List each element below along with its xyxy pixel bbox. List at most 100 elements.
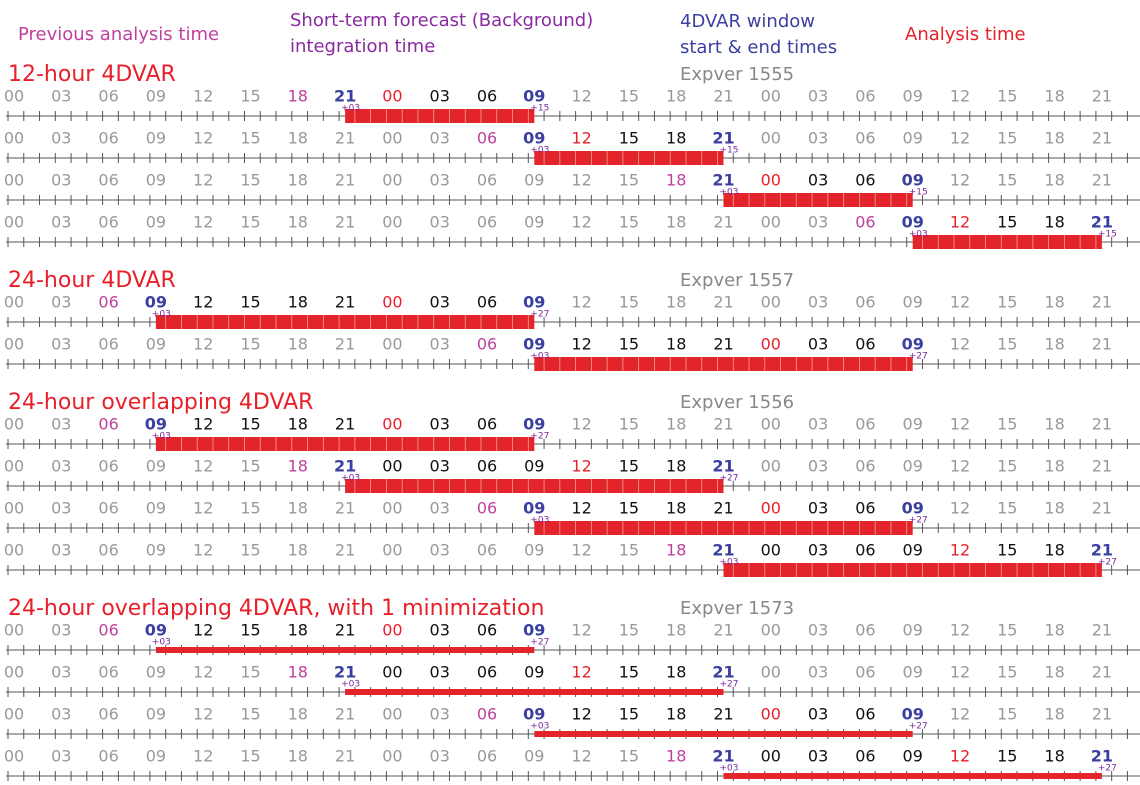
hour-label: 12 <box>571 457 591 476</box>
hour-label: 06 <box>98 171 118 190</box>
hour-label: 21 <box>1092 705 1112 724</box>
hour-label: 21 <box>1092 335 1112 354</box>
hour-label: 09 <box>903 87 923 106</box>
hour-label: 09 <box>523 335 545 354</box>
hour-label: 12 <box>193 213 213 232</box>
start-offset: +03 <box>530 516 549 526</box>
hour-label: 18 <box>666 415 686 434</box>
hour-label: 03 <box>430 87 450 106</box>
hour-label: 18 <box>666 663 686 682</box>
hour-label: 06 <box>98 621 118 640</box>
hour-label: 15 <box>997 621 1017 640</box>
hour-label: 06 <box>98 129 118 148</box>
hour-label: 00 <box>4 293 24 312</box>
hour-label: 03 <box>808 335 828 354</box>
hour-label: 00 <box>382 335 402 354</box>
hour-label: 09 <box>903 457 923 476</box>
hour-label: 00 <box>382 415 402 434</box>
hour-label: 12 <box>950 171 970 190</box>
end-offset: +27 <box>1098 558 1117 568</box>
hour-label: 09 <box>903 541 923 560</box>
hour-label: 15 <box>240 213 260 232</box>
hour-label: 21 <box>335 621 355 640</box>
hour-label: 12 <box>571 129 591 148</box>
hour-label: 15 <box>619 499 639 518</box>
hour-label: 21 <box>1091 213 1113 232</box>
window-bar <box>534 151 724 165</box>
hour-label: 12 <box>193 541 213 560</box>
hour-label: 09 <box>146 541 166 560</box>
hour-label: 18 <box>1044 705 1064 724</box>
hour-label: 03 <box>51 621 71 640</box>
hour-label: 15 <box>997 415 1017 434</box>
hour-label: 18 <box>666 747 686 766</box>
hour-label: 18 <box>666 705 686 724</box>
hour-label: 21 <box>335 705 355 724</box>
hour-label: 03 <box>808 541 828 560</box>
hour-label: 03 <box>430 213 450 232</box>
hour-label: 12 <box>950 457 970 476</box>
expver: Expver 1573 <box>680 598 794 619</box>
hour-label: 06 <box>98 335 118 354</box>
hour-label: 00 <box>4 621 24 640</box>
hour-label: 12 <box>571 213 591 232</box>
hour-label: 12 <box>193 747 213 766</box>
hour-label: 18 <box>1044 499 1064 518</box>
hour-label: 18 <box>1044 171 1064 190</box>
hour-label: 09 <box>145 621 167 640</box>
hour-label: 12 <box>193 87 213 106</box>
hour-label: 18 <box>288 293 308 312</box>
start-offset: +03 <box>720 764 739 774</box>
hour-label: 15 <box>997 541 1017 560</box>
hour-label: 06 <box>98 663 118 682</box>
hour-label: 03 <box>51 541 71 560</box>
hour-label: 00 <box>4 663 24 682</box>
hour-label: 12 <box>950 747 970 766</box>
hour-label: 00 <box>761 621 781 640</box>
hour-label: 03 <box>430 621 450 640</box>
hour-label: 00 <box>761 663 781 682</box>
hour-label: 15 <box>619 621 639 640</box>
hour-label: 15 <box>240 747 260 766</box>
hour-label: 15 <box>240 499 260 518</box>
hour-label: 00 <box>4 747 24 766</box>
hour-label: 00 <box>761 541 781 560</box>
hour-label: 06 <box>477 499 497 518</box>
hour-label: 06 <box>855 171 875 190</box>
hour-label: 09 <box>523 499 545 518</box>
hour-label: 00 <box>761 747 781 766</box>
hour-label: 03 <box>808 705 828 724</box>
hour-label: 18 <box>1044 457 1064 476</box>
hour-label: 03 <box>430 541 450 560</box>
hour-label: 03 <box>51 129 71 148</box>
hour-label: 09 <box>524 457 544 476</box>
hour-label: 12 <box>571 335 591 354</box>
hour-label: 18 <box>666 541 686 560</box>
hour-label: 03 <box>430 293 450 312</box>
hour-label: 03 <box>430 335 450 354</box>
hour-label: 21 <box>712 171 734 190</box>
hour-label: 00 <box>761 335 781 354</box>
hour-label: 21 <box>1091 747 1113 766</box>
hour-label: 12 <box>571 293 591 312</box>
hour-label: 00 <box>761 415 781 434</box>
hour-label: 15 <box>997 457 1017 476</box>
hour-label: 03 <box>51 87 71 106</box>
hour-label: 12 <box>571 87 591 106</box>
hour-label: 06 <box>855 293 875 312</box>
hour-label: 18 <box>1044 293 1064 312</box>
hour-label: 21 <box>335 335 355 354</box>
window-bar <box>155 437 535 451</box>
hour-label: 18 <box>666 87 686 106</box>
hour-label: 03 <box>430 705 450 724</box>
hour-label: 06 <box>98 457 118 476</box>
expver: Expver 1556 <box>680 392 794 413</box>
start-offset: +03 <box>720 558 739 568</box>
hour-label: 18 <box>666 171 686 190</box>
hour-label: 03 <box>808 663 828 682</box>
hour-label: 15 <box>240 705 260 724</box>
hour-label: 15 <box>619 87 639 106</box>
hour-label: 09 <box>146 499 166 518</box>
hour-label: 09 <box>145 415 167 434</box>
